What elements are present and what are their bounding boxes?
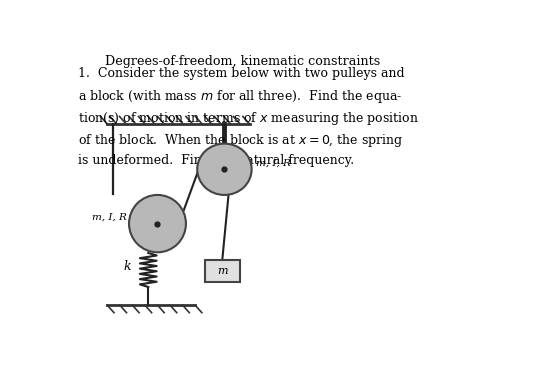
Text: a block (with mass $m$ for all three).  Find the equa-: a block (with mass $m$ for all three). F…	[78, 88, 402, 105]
Text: m: m	[217, 266, 227, 276]
Text: m, I, R: m, I, R	[256, 159, 291, 168]
Text: k: k	[123, 260, 131, 274]
Text: Degrees-of-freedom, kinematic constraints: Degrees-of-freedom, kinematic constraint…	[105, 54, 380, 67]
Text: tion(s) of motion in terms of $x$ measuring the position: tion(s) of motion in terms of $x$ measur…	[78, 110, 418, 127]
Bar	[205, 260, 240, 283]
Text: of the block.  When the block is at $x = 0$, the spring: of the block. When the block is at $x = …	[78, 132, 403, 149]
Text: m, I, R: m, I, R	[92, 213, 127, 222]
Ellipse shape	[129, 195, 186, 252]
Text: 1.  Consider the system below with two pulleys and: 1. Consider the system below with two pu…	[78, 67, 404, 80]
Ellipse shape	[197, 143, 252, 195]
Text: is undeformed.  Find the natural frequency.: is undeformed. Find the natural frequenc…	[78, 154, 354, 167]
